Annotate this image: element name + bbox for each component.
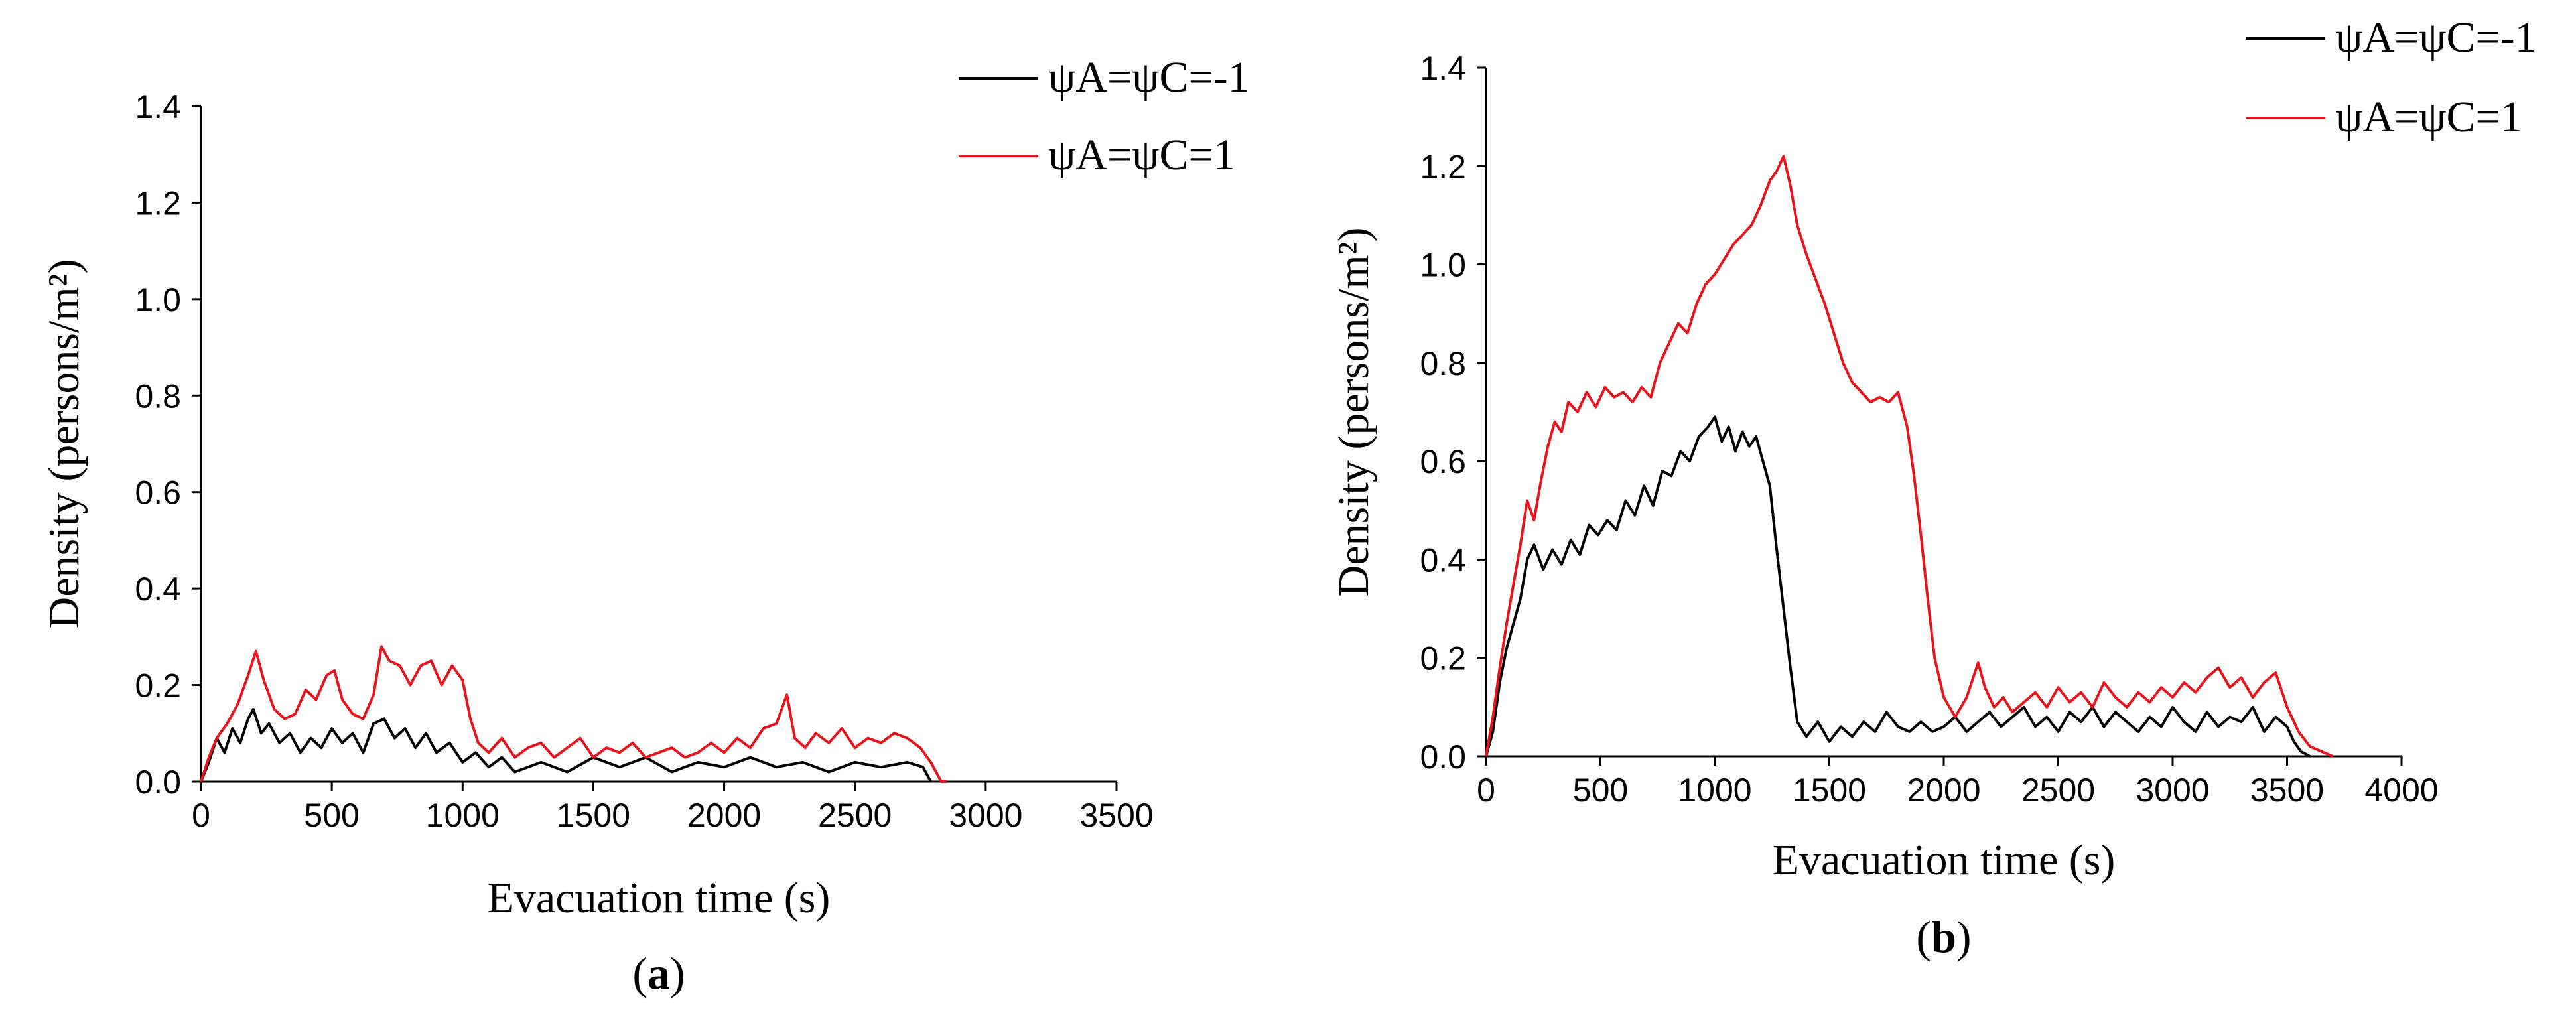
panel-a-y-tick-label: 1.0 (135, 281, 181, 318)
panel-a-legend: ψA=ψC=-1 ψA=ψC=1 (959, 53, 1250, 179)
panel-b-y-axis-title: Density (persons/m²) (1329, 228, 1378, 597)
panel-b-y-tick-label: 0.2 (1420, 640, 1466, 677)
panel-a-label-letter: a (647, 948, 670, 998)
panel-a-x-tick-label: 3500 (1079, 797, 1153, 834)
panel-b-x-tick-label: 2000 (1907, 772, 1980, 809)
panel-b-y-tick-label: 0.4 (1420, 541, 1466, 579)
panel-b-x-tick-label: 0 (1477, 772, 1495, 809)
panel-a-series-line-1 (200, 707, 932, 782)
panel-b-y-tick-label: 0.6 (1420, 443, 1466, 480)
panel-a-series (200, 645, 947, 783)
panel-b-y-ticks: 0.0 0.2 0.4 0.6 0.8 1.0 1.2 1.4 (1420, 50, 1486, 776)
panel-a-legend-label-series-1: ψA=ψC=-1 (1048, 53, 1250, 102)
panel-b-y-tick-label: 1.4 (1420, 50, 1466, 87)
panel-a-series-line-2 (200, 645, 947, 783)
panel-a-x-tick-label: 2000 (687, 797, 761, 834)
panel-b-series (1485, 155, 2334, 758)
panel-a-y-tick-label: 0.4 (135, 571, 181, 608)
panel-a-x-tick-label: 3000 (949, 797, 1022, 834)
panel-b-x-tick-label: 1500 (1793, 772, 1866, 809)
panel-a-y-tick-label: 0.2 (135, 667, 181, 705)
chart-panel-a: 0 500 1000 1500 2000 2500 3000 3500 0.00.20.40.… (40, 53, 1250, 998)
panel-b-label: (b) (1916, 912, 1971, 962)
panel-a-y-tick-label: 1.2 (135, 184, 181, 222)
panel-a-x-tick-label: 500 (304, 797, 359, 834)
panel-a-x-tick-label: 1000 (426, 797, 500, 834)
panel-a-x-ticks: 0 500 1000 1500 2000 2500 3000 3500 (192, 782, 1154, 834)
panel-b-x-tick-label: 3000 (2135, 772, 2209, 809)
panel-a-y-axis-title: Density (persons/m²) (40, 259, 88, 629)
panel-a-legend-label-series-2: ψA=ψC=1 (1048, 131, 1235, 179)
panel-a-x-tick-label: 0 (192, 797, 210, 834)
panel-a-axes (200, 106, 1117, 783)
panel-a-y-tick-label: 0.8 (135, 377, 181, 415)
panel-b-x-tick-label: 3500 (2250, 772, 2324, 809)
panel-b-legend-label-series-2: ψA=ψC=1 (2335, 93, 2522, 141)
panel-b-x-tick-label: 1000 (1678, 772, 1751, 809)
panel-b-y-tick-label: 0.8 (1420, 345, 1466, 382)
panel-a-y-ticks: 0.0 0.2 0.4 0.6 0.8 1.0 1.2 1.4 (135, 88, 201, 801)
panel-b-y-tick-label: 1.0 (1420, 247, 1466, 284)
panel-b-y-tick-label: 0.0 (1420, 738, 1466, 776)
panel-b-series-line-2 (1485, 155, 2334, 758)
panel-b-x-ticks: 0 500 1000 1500 2000 2500 3000 3500 4000 (1477, 756, 2439, 809)
panel-a-y-tick-label: 1.4 (135, 88, 181, 125)
panel-a-y-tick-label: 0.6 (135, 474, 181, 512)
panel-b-legend: ψA=ψC=-1 ψA=ψC=1 (2246, 13, 2537, 141)
panel-b-y-tick-label: 1.2 (1420, 148, 1466, 185)
panel-a-x-tick-label: 2500 (818, 797, 892, 834)
panel-a-y-tick-label: 0.0 (135, 764, 181, 801)
panel-b-x-axis-title: Evacuation time (s) (1773, 836, 2116, 884)
panel-b-legend-label-series-1: ψA=ψC=-1 (2335, 13, 2537, 62)
panel-b-axes (1485, 68, 2402, 758)
panel-b-x-tick-label: 4000 (2364, 772, 2438, 809)
panel-b-label-letter: b (1931, 912, 1956, 962)
panel-a-label: (a) (632, 948, 685, 998)
panel-a-x-tick-label: 1500 (557, 797, 630, 834)
panel-b-x-tick-label: 500 (1573, 772, 1628, 809)
panel-b-x-tick-label: 2500 (2021, 772, 2095, 809)
panel-b-series-line-1 (1485, 415, 2311, 758)
panel-a-x-axis-title: Evacuation time (s) (488, 874, 831, 922)
chart-panel-b: 0 500 1000 1500 2000 2500 3000 3500 4000 0.00.20… (1329, 13, 2537, 962)
